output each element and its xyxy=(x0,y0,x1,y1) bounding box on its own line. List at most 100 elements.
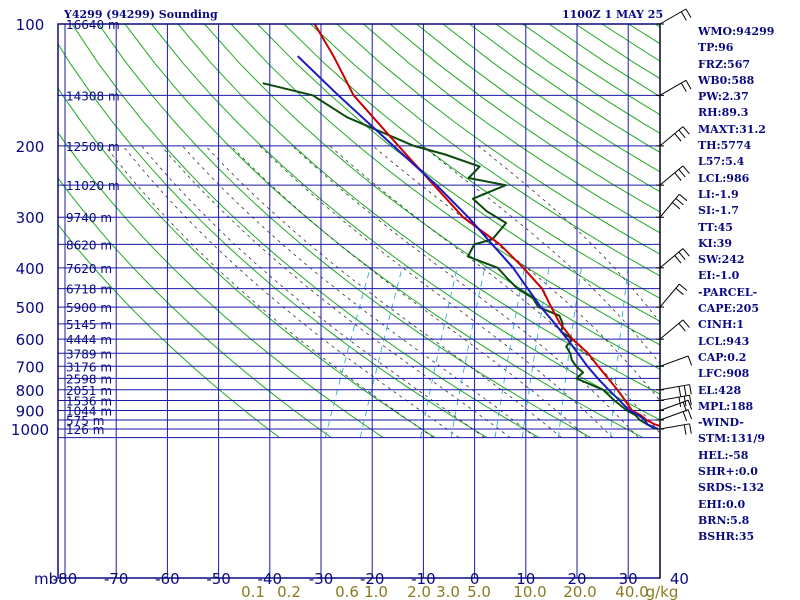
index-item: CAP:0.2 xyxy=(698,350,747,364)
wind-barb xyxy=(659,355,689,367)
wind-barb xyxy=(659,126,684,147)
mixing-ratio-line xyxy=(450,267,486,438)
index-item: EL:428 xyxy=(698,383,742,397)
mixing-ratio-line xyxy=(420,267,458,438)
dry-adiabat xyxy=(416,24,660,193)
wind-barb-flag xyxy=(682,248,690,257)
wind-barb-flag xyxy=(687,400,693,410)
index-item: MPL:188 xyxy=(698,399,754,413)
height-label: 2051 m xyxy=(66,384,112,398)
wind-barb-flag xyxy=(685,8,692,18)
index-item: CINH:1 xyxy=(698,318,745,332)
dry-adiabat xyxy=(257,24,660,322)
index-item: BSHR:35 xyxy=(698,530,755,544)
wind-barb-flag xyxy=(682,411,688,422)
pressure-tick-label: 1000 xyxy=(11,421,49,439)
wind-barb-flag xyxy=(682,165,690,174)
index-item: HEL:-58 xyxy=(698,448,749,462)
moist-adiabat xyxy=(141,145,485,438)
dry-adiabat xyxy=(177,24,660,395)
valid-time: 1100Z 1 MAY 25 xyxy=(562,8,664,21)
wind-barb-flag xyxy=(682,126,690,135)
temperature-tick-label: -80 xyxy=(53,570,78,588)
station-title: Y4299 (94299) Sounding xyxy=(64,8,218,21)
temperature-tick-label: -70 xyxy=(104,570,129,588)
index-item: LCL:943 xyxy=(698,334,750,348)
mixing-ratio-label: 2.0 xyxy=(407,583,431,600)
pressure-tick-label: 800 xyxy=(16,382,45,400)
height-label: 3176 m xyxy=(66,360,112,374)
index-item: CAPE:205 xyxy=(698,302,759,316)
index-item: PW:2.37 xyxy=(698,90,749,104)
index-item: EI:-1.0 xyxy=(698,269,740,283)
index-item: LFC:908 xyxy=(698,367,750,381)
mixing-ratio-label: 0.2 xyxy=(277,583,301,600)
height-label: 7620 m xyxy=(66,262,112,276)
pressure-tick-label: 500 xyxy=(16,299,45,317)
temperature-tick-label: 30 xyxy=(619,570,638,588)
temperature-tick-label: -60 xyxy=(155,570,180,588)
moist-adiabat xyxy=(230,145,588,438)
wind-barb-flag xyxy=(675,287,684,296)
dry-adiabat xyxy=(336,24,660,255)
y-axis-label: mb xyxy=(34,570,58,588)
wind-barb-flag xyxy=(678,169,686,178)
index-item: SW:242 xyxy=(698,253,745,267)
dry-adiabat xyxy=(363,24,660,234)
dry-adiabat xyxy=(58,43,488,439)
wind-barb-flag xyxy=(687,409,693,420)
index-item: FRZ:567 xyxy=(698,57,751,71)
wind-barb-flag xyxy=(689,423,692,434)
moist-adiabat xyxy=(122,145,460,438)
height-label: 3789 m xyxy=(66,347,112,361)
mixing-ratio-line xyxy=(610,267,629,438)
dry-adiabat xyxy=(58,131,384,439)
index-item: MAXT:31.2 xyxy=(698,122,766,136)
dry-adiabat xyxy=(58,177,332,439)
wind-barb-flag xyxy=(680,82,687,92)
wind-barb-flag xyxy=(678,283,688,291)
height-label: 6718 m xyxy=(66,283,112,297)
temperature-tick-label: 10 xyxy=(516,570,535,588)
wind-barb-flag xyxy=(678,397,682,408)
wind-barb-flag xyxy=(672,202,681,210)
pressure-tick-label: 700 xyxy=(16,358,45,376)
wind-barb-flag xyxy=(678,251,686,261)
moist-adiabat xyxy=(329,145,660,434)
moist-adiabat xyxy=(104,145,434,438)
dewpoint-profile-line xyxy=(262,82,656,430)
pressure-tick-label: 200 xyxy=(16,138,45,156)
wind-barb-flag xyxy=(678,386,682,397)
mixing-ratio-label: 0.1 xyxy=(241,583,265,600)
pressure-tick-label: 400 xyxy=(16,260,45,278)
wind-barb-flag xyxy=(689,384,692,395)
wind-barb-flag xyxy=(689,395,692,406)
mixing-ratio-label: 40.0 xyxy=(615,583,648,600)
index-item: EHI:0.0 xyxy=(698,497,746,511)
wind-barb-flag xyxy=(683,424,687,435)
height-label: 5145 m xyxy=(66,318,112,332)
height-label: 12500 m xyxy=(66,140,120,154)
temperature-tick-label: -40 xyxy=(258,570,283,588)
index-item: SHR+:0.0 xyxy=(698,465,758,479)
dry-adiabat xyxy=(58,87,436,439)
dry-adiabat xyxy=(124,24,644,439)
index-item: SRDS:-132 xyxy=(698,481,765,495)
index-item: WB0:588 xyxy=(698,73,755,87)
mixing-ratio-label: 20.0 xyxy=(563,583,596,600)
temperature-tick-label: -30 xyxy=(309,570,334,588)
moist-adiabat xyxy=(259,145,613,438)
wind-barb-flag xyxy=(680,11,687,21)
dry-adiabat xyxy=(204,24,660,370)
temperature-tick-label: -20 xyxy=(360,570,385,588)
height-label: 9740 m xyxy=(66,211,112,225)
temperature-tick-label: 0 xyxy=(470,570,480,588)
mixing-ratio-line xyxy=(359,267,403,438)
dry-adiabat xyxy=(58,223,280,439)
mixing-ratio-line xyxy=(324,267,371,438)
mixing-ratio-label: 1.0 xyxy=(364,583,388,600)
pressure-tick-label: 600 xyxy=(16,331,45,349)
height-label: 11020 m xyxy=(66,179,120,193)
mixing-ratio-label: 0.6 xyxy=(335,583,359,600)
